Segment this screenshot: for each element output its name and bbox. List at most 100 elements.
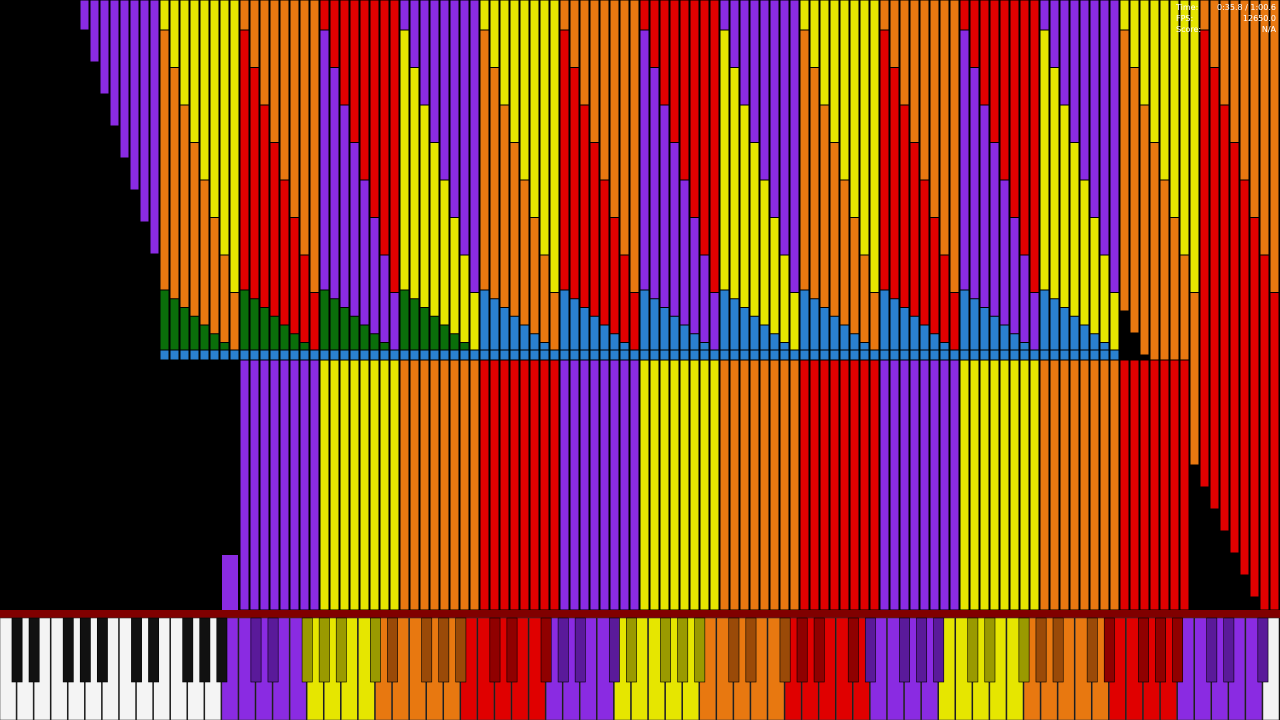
note xyxy=(389,0,400,293)
note xyxy=(459,0,470,256)
note xyxy=(879,359,890,611)
note xyxy=(849,0,860,218)
note xyxy=(759,349,770,361)
note xyxy=(899,359,910,611)
note xyxy=(829,349,840,361)
note xyxy=(679,359,690,611)
note xyxy=(1089,0,1100,218)
note xyxy=(319,359,330,611)
black-key xyxy=(421,617,433,683)
note xyxy=(1259,0,1270,256)
note xyxy=(539,0,550,256)
note xyxy=(479,0,490,31)
note xyxy=(689,359,700,611)
note xyxy=(749,359,760,611)
black-key xyxy=(28,617,40,683)
note xyxy=(659,349,670,361)
note xyxy=(669,359,680,611)
note xyxy=(779,0,790,256)
note xyxy=(419,0,430,106)
note xyxy=(279,349,290,361)
note xyxy=(1119,0,1130,31)
note xyxy=(339,349,350,361)
note xyxy=(869,359,880,611)
note xyxy=(1069,349,1080,361)
note xyxy=(419,359,430,611)
black-key xyxy=(267,617,279,683)
hud-label: Score: xyxy=(1176,25,1202,34)
note xyxy=(989,349,1000,361)
note xyxy=(989,359,1000,611)
black-key xyxy=(301,617,313,683)
note xyxy=(829,359,840,611)
note xyxy=(409,349,420,361)
note xyxy=(299,349,310,361)
note xyxy=(1159,359,1170,611)
note xyxy=(509,349,520,361)
black-key xyxy=(967,617,979,683)
black-key xyxy=(557,617,569,683)
black-key xyxy=(79,617,91,683)
note xyxy=(269,359,280,611)
note xyxy=(1009,349,1020,361)
note xyxy=(1249,217,1260,598)
note xyxy=(909,359,920,611)
note xyxy=(999,359,1010,611)
black-key xyxy=(182,617,194,683)
note xyxy=(889,349,900,361)
black-key xyxy=(1155,617,1166,683)
note xyxy=(539,349,550,361)
note xyxy=(1269,292,1280,611)
note xyxy=(329,359,340,611)
note xyxy=(919,359,930,611)
note xyxy=(569,349,580,361)
note xyxy=(719,359,730,611)
note xyxy=(159,349,170,361)
note xyxy=(1229,142,1240,554)
note xyxy=(279,359,290,611)
note xyxy=(479,349,490,361)
hud-value: 0:35.8 / 1:00.6 xyxy=(1217,3,1276,12)
note xyxy=(729,359,740,611)
note xyxy=(349,349,360,361)
note xyxy=(609,0,620,218)
note xyxy=(339,0,350,106)
note xyxy=(269,349,280,361)
black-key xyxy=(1052,617,1064,683)
note xyxy=(579,359,590,611)
note xyxy=(549,0,560,293)
note xyxy=(309,0,320,293)
note xyxy=(849,359,860,611)
note xyxy=(839,349,850,361)
note xyxy=(1009,0,1020,218)
black-key xyxy=(1172,617,1184,683)
note xyxy=(1019,349,1030,361)
note xyxy=(529,359,540,611)
note xyxy=(959,359,970,611)
black-key xyxy=(455,617,467,683)
black-key xyxy=(438,617,450,683)
note xyxy=(819,0,830,106)
note xyxy=(819,349,830,361)
black-key xyxy=(387,617,398,683)
note xyxy=(669,0,680,143)
note xyxy=(719,0,730,31)
note xyxy=(589,359,600,611)
note xyxy=(1159,0,1170,181)
note xyxy=(739,349,750,361)
note xyxy=(559,359,570,611)
note xyxy=(1169,359,1180,611)
note xyxy=(1109,359,1120,611)
note xyxy=(219,349,230,361)
note xyxy=(239,0,250,31)
note xyxy=(789,349,800,361)
note xyxy=(379,349,390,361)
note xyxy=(619,359,630,611)
note xyxy=(1019,0,1030,256)
note xyxy=(549,359,560,611)
note xyxy=(1109,0,1120,293)
note xyxy=(249,359,260,611)
note xyxy=(1079,0,1090,181)
black-key xyxy=(813,617,825,683)
note xyxy=(929,349,940,361)
